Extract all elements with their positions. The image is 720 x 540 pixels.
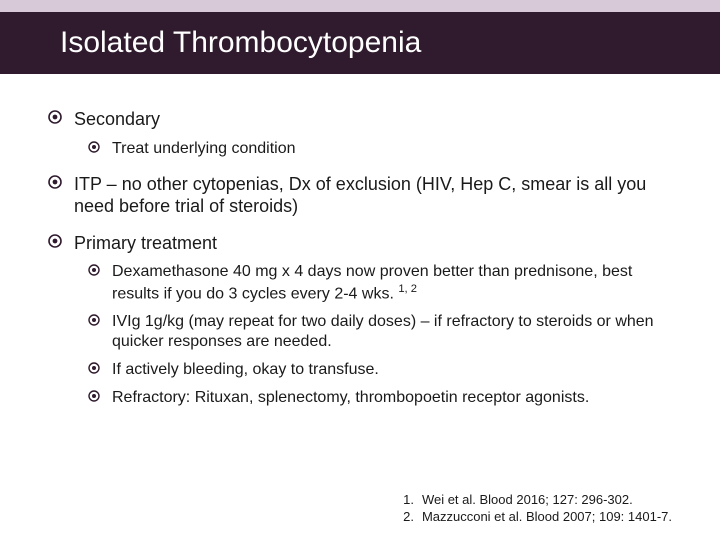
bullet-l1: Secondary — [48, 108, 680, 131]
accent-strip — [0, 0, 720, 12]
bullet-text: Secondary — [74, 108, 680, 131]
odot-icon — [48, 175, 62, 189]
reference-num: 1. — [403, 492, 420, 507]
references: 1. Wei et al. Blood 2016; 127: 296-302. … — [401, 490, 680, 526]
bullet-l2: Dexamethasone 40 mg x 4 days now proven … — [88, 262, 680, 304]
reference-num: 2. — [403, 509, 420, 524]
bullet-text: ITP – no other cytopenias, Dx of exclusi… — [74, 173, 680, 218]
bullet-l2: Refractory: Rituxan, splenectomy, thromb… — [88, 388, 680, 408]
odot-icon — [48, 234, 62, 248]
reference-text: Mazzucconi et al. Blood 2007; 109: 1401-… — [422, 509, 678, 524]
bullet-l1: Primary treatment — [48, 232, 680, 255]
odot-icon — [88, 390, 100, 402]
bullet-text: If actively bleeding, okay to transfuse. — [112, 360, 680, 380]
bullet-l2: If actively bleeding, okay to transfuse. — [88, 360, 680, 380]
bullet-text: Primary treatment — [74, 232, 680, 255]
bullet-text: Dexamethasone 40 mg x 4 days now proven … — [112, 262, 680, 304]
bullet-l1: ITP – no other cytopenias, Dx of exclusi… — [48, 173, 680, 218]
bullet-text: Refractory: Rituxan, splenectomy, thromb… — [112, 388, 680, 408]
reference-row: 2. Mazzucconi et al. Blood 2007; 109: 14… — [403, 509, 678, 524]
slide-body: Secondary Treat underlying condition ITP… — [0, 74, 720, 408]
reference-row: 1. Wei et al. Blood 2016; 127: 296-302. — [403, 492, 678, 507]
odot-icon — [88, 314, 100, 326]
odot-icon — [48, 110, 62, 124]
bullet-text: IVIg 1g/kg (may repeat for two daily dos… — [112, 312, 680, 352]
odot-icon — [88, 264, 100, 276]
bullet-text: Treat underlying condition — [112, 139, 680, 159]
reference-text: Wei et al. Blood 2016; 127: 296-302. — [422, 492, 678, 507]
slide-title: Isolated Thrombocytopenia — [0, 12, 720, 74]
bullet-l2: IVIg 1g/kg (may repeat for two daily dos… — [88, 312, 680, 352]
odot-icon — [88, 141, 100, 153]
odot-icon — [88, 362, 100, 374]
bullet-l2: Treat underlying condition — [88, 139, 680, 159]
